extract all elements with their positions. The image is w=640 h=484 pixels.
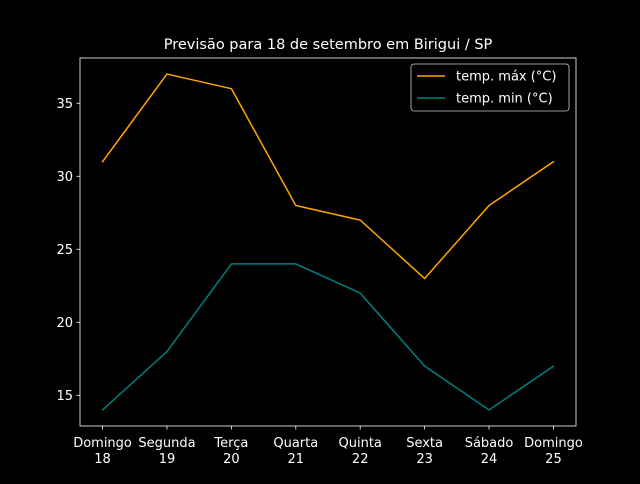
x-tick-label-day: Sábado <box>465 436 514 451</box>
x-tick-label-date: 19 <box>159 452 176 467</box>
plot-area <box>103 74 554 410</box>
legend-label: temp. máx (°C) <box>456 70 556 85</box>
x-tick-label-day: Quarta <box>273 436 318 451</box>
axes-frame <box>80 58 576 426</box>
y-tick-label: 15 <box>56 389 73 404</box>
y-tick-label: 25 <box>56 243 73 258</box>
legend: temp. máx (°C) temp. min (°C) <box>411 64 569 111</box>
x-tick-label-day: Quinta <box>339 436 382 451</box>
chart-title: Previsão para 18 de setembro em Birigui … <box>164 37 493 53</box>
x-tick-label-day: Sexta <box>406 436 443 451</box>
x-tick-label-day: Terça <box>213 436 248 451</box>
x-tick-label-date: 18 <box>94 452 111 467</box>
x-tick-label-date: 24 <box>481 452 498 467</box>
y-tick-label: 20 <box>56 316 73 331</box>
legend-label: temp. min (°C) <box>456 92 553 107</box>
x-tick-label-date: 25 <box>545 452 562 467</box>
series-line-min <box>103 264 554 410</box>
x-tick-label-day: Domingo <box>524 436 583 451</box>
x-tick-label-day: Segunda <box>138 436 195 451</box>
axes: 1520253035Domingo18Segunda19Terça20Quart… <box>56 58 582 467</box>
x-tick-label-day: Domingo <box>73 436 132 451</box>
x-tick-label-date: 22 <box>352 452 369 467</box>
x-tick-label-date: 20 <box>223 452 240 467</box>
y-tick-label: 30 <box>56 170 73 185</box>
x-tick-label-date: 21 <box>288 452 305 467</box>
y-tick-label: 35 <box>56 97 73 112</box>
x-tick-label-date: 23 <box>416 452 433 467</box>
